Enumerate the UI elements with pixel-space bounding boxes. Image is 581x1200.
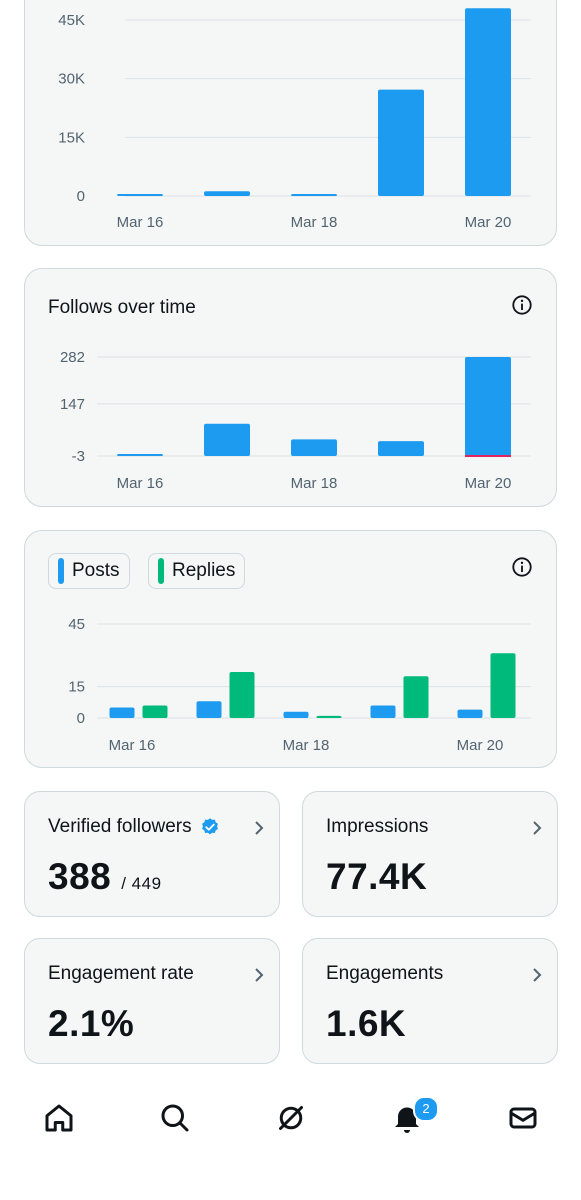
x-tick-label: Mar 18 [283, 737, 330, 754]
y-tick-label: 147 [60, 396, 85, 413]
y-tick-label: 45K [58, 12, 85, 29]
x-tick-label: Mar 20 [457, 737, 504, 754]
x-tick-label: Mar 16 [117, 214, 164, 231]
search-icon[interactable] [157, 1100, 193, 1136]
grok-icon[interactable] [273, 1100, 309, 1136]
info-icon[interactable] [511, 294, 533, 316]
engagements-label: Engagements [326, 963, 444, 984]
bar [378, 441, 424, 456]
bar [117, 194, 163, 196]
legend-replies-label: Replies [172, 560, 236, 581]
legend-replies[interactable]: Replies [148, 553, 246, 589]
impressions-chart: 45K 30K 15K 0 Mar 16 Mar 18 Mar 20 [58, 8, 531, 231]
follows-chart: 282 147 -3 Mar 16 Mar 18 Mar 20 [60, 349, 531, 492]
bar-posts [196, 701, 222, 718]
verified-badge-icon [201, 818, 218, 835]
y-tick-label: 15K [58, 129, 85, 146]
bar [465, 357, 511, 456]
chevron-right-icon [255, 821, 264, 835]
bar-replies [229, 672, 255, 718]
x-tick-label: Mar 16 [117, 475, 164, 492]
verified-followers-card[interactable]: Verified followers 388 / 449 [24, 791, 280, 917]
info-icon[interactable] [511, 556, 533, 578]
bar [117, 454, 163, 456]
y-tick-label: 45 [68, 616, 85, 633]
x-tick-label: Mar 20 [465, 214, 512, 231]
chevron-right-icon [255, 968, 264, 982]
follows-chart-card: Follows over time 282 147 -3 Mar 16 Mar 18 Ma… [24, 268, 557, 507]
mail-icon[interactable] [505, 1100, 541, 1136]
y-tick-label: 30K [58, 71, 85, 88]
chevron-right-icon [533, 821, 542, 835]
follows-chart-title: Follows over time [48, 297, 196, 318]
bar-replies [403, 676, 429, 718]
impressions-chart-card: 45K 30K 15K 0 Mar 16 Mar 18 Mar 20 [24, 0, 557, 246]
x-tick-label: Mar 18 [291, 214, 338, 231]
x-tick-label: Mar 18 [291, 475, 338, 492]
engagements-card[interactable]: Engagements 1.6K [302, 938, 558, 1064]
engagement-rate-card[interactable]: Engagement rate 2.1% [24, 938, 280, 1064]
bar [291, 194, 337, 196]
bar-posts [370, 705, 396, 718]
posts-replies-chart: 45 15 0 Mar 16 Mar 18 Mar 20 [68, 616, 531, 754]
verified-followers-label: Verified followers [48, 816, 192, 837]
bar-replies [316, 715, 342, 718]
engagement-rate-value: 2.1% [48, 1003, 135, 1044]
bar [378, 89, 424, 196]
legend-posts-label: Posts [72, 560, 120, 581]
posts-swatch [58, 558, 64, 584]
bar-posts [283, 711, 309, 718]
chevron-right-icon [533, 968, 542, 982]
y-tick-label: 282 [60, 349, 85, 366]
bar [465, 8, 511, 197]
impressions-label: Impressions [326, 816, 429, 837]
y-tick-label: 0 [77, 188, 85, 205]
notification-badge: 2 [413, 1096, 439, 1122]
posts-replies-chart-card: Posts Replies 45 15 0 Mar 16 Mar 18 Mar 20 [24, 530, 557, 768]
negative-bar [465, 455, 511, 457]
bar-posts [109, 707, 135, 718]
verified-followers-value-row: 388 / 449 [48, 856, 162, 898]
home-icon[interactable] [41, 1100, 77, 1136]
bar [291, 439, 337, 456]
replies-swatch [158, 558, 164, 584]
engagements-value: 1.6K [326, 1003, 407, 1044]
legend-posts[interactable]: Posts [48, 553, 130, 589]
x-tick-label: Mar 20 [465, 475, 512, 492]
y-tick-label: 0 [77, 710, 85, 727]
x-tick-label: Mar 16 [109, 737, 156, 754]
bar [204, 423, 250, 456]
y-tick-label: 15 [68, 679, 85, 696]
bar-replies [490, 653, 516, 718]
verified-followers-value: 388 [48, 856, 112, 897]
verified-followers-label-row: Verified followers [48, 816, 220, 838]
y-tick-label: -3 [72, 448, 85, 465]
bottom-nav [0, 1090, 581, 1146]
bar [204, 191, 250, 196]
impressions-value: 77.4K [326, 856, 428, 897]
bar-replies [142, 705, 168, 718]
bar-posts [457, 709, 483, 718]
engagement-rate-label: Engagement rate [48, 963, 194, 984]
total-followers-value: / 449 [121, 874, 162, 893]
impressions-card[interactable]: Impressions 77.4K [302, 791, 558, 917]
